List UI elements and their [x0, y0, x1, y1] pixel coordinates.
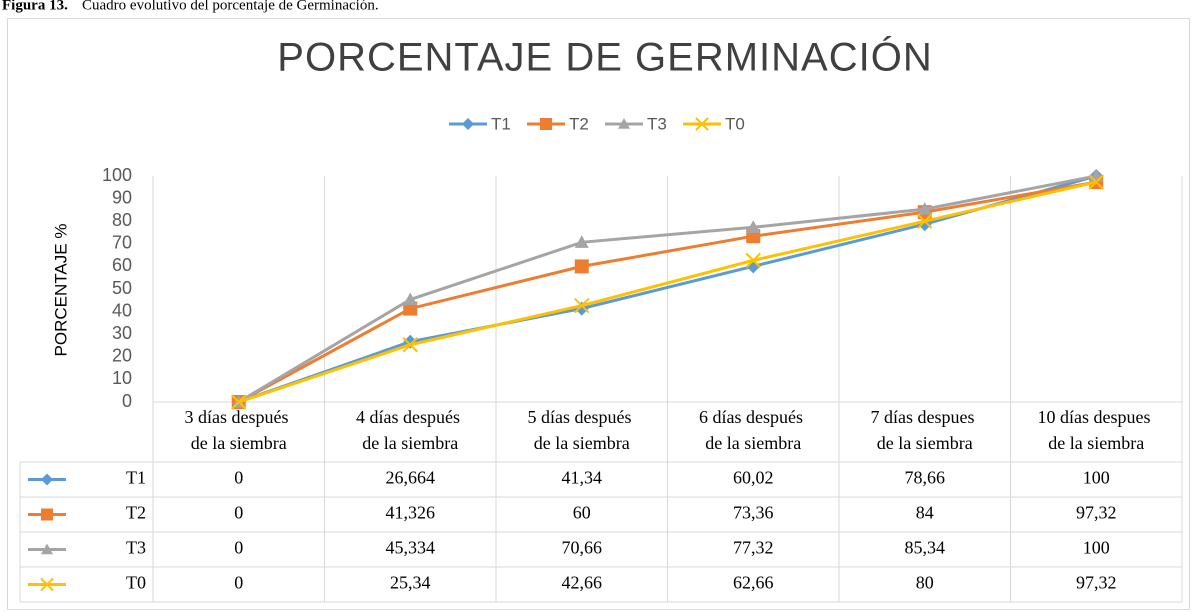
table-cell: 80 — [916, 573, 934, 593]
x-tick-label: 4 días después de la siembra — [356, 407, 464, 453]
y-tick-label: 70 — [112, 233, 132, 253]
table-cell: 73,36 — [733, 503, 774, 523]
marker — [746, 220, 761, 233]
y-tick-label: 10 — [112, 368, 132, 388]
table-cell: 60,02 — [733, 468, 774, 488]
y-tick-label: 0 — [122, 391, 132, 411]
marker — [41, 508, 53, 521]
marker — [1088, 174, 1104, 190]
table-cell: 0 — [234, 503, 243, 523]
marker — [574, 235, 589, 248]
x-tick-label: 10 días despues de la siembra — [1038, 407, 1155, 453]
table-cell: 45,334 — [386, 538, 436, 558]
y-tick-label: 30 — [112, 323, 132, 343]
marker — [618, 118, 630, 129]
y-tick-label: 50 — [112, 278, 132, 298]
series-line — [237, 174, 1097, 404]
marker — [40, 577, 54, 592]
series-line — [238, 180, 1097, 404]
table-cell: 100 — [1083, 468, 1110, 488]
x-tick-label: 7 días despues de la siembra — [871, 407, 979, 453]
table-cell: 0 — [234, 538, 243, 558]
table-row-label: T2 — [126, 503, 146, 523]
marker — [402, 337, 418, 353]
marker — [41, 473, 53, 486]
table-cell: 62,66 — [733, 573, 774, 593]
table-row-label: T0 — [126, 573, 146, 593]
marker — [574, 297, 590, 314]
x-tick-label: 3 días después de la siembra — [185, 407, 293, 453]
table-cell: 100 — [1083, 538, 1110, 558]
table-cell: 0 — [234, 573, 243, 593]
table-cell: 42,66 — [562, 573, 603, 593]
table-cell: 70,66 — [562, 538, 603, 558]
table-cell: 85,34 — [905, 538, 946, 558]
table-cell: 78,66 — [905, 468, 946, 488]
legend-label: T1 — [491, 114, 511, 133]
table-cell: 97,32 — [1076, 503, 1117, 523]
table-cell: 97,32 — [1076, 573, 1117, 593]
x-tick-label: 5 días después de la siembra — [528, 407, 636, 453]
table-cell: 41,34 — [562, 468, 603, 488]
legend-label: T2 — [569, 114, 589, 133]
caption-text: Cuadro evolutivo del porcentaje de Germi… — [82, 0, 379, 13]
marker — [695, 117, 709, 131]
marker — [540, 118, 552, 130]
chart-border — [7, 18, 1190, 610]
table-cell: 0 — [234, 468, 243, 488]
marker — [917, 213, 933, 229]
table-cell: 84 — [916, 503, 934, 523]
y-axis-label: PORCENTAJE % — [51, 224, 70, 357]
y-tick-label: 100 — [102, 165, 132, 185]
y-tick-label: 20 — [112, 346, 132, 366]
legend-label: T3 — [647, 114, 667, 133]
marker — [574, 259, 589, 274]
table-cell: 26,664 — [386, 468, 436, 488]
caption-label: Figura 13. — [2, 0, 68, 13]
y-tick-label: 80 — [112, 210, 132, 230]
marker — [41, 543, 53, 555]
marker — [403, 292, 418, 306]
y-tick-label: 90 — [112, 187, 132, 207]
table-cell: 77,32 — [733, 538, 774, 558]
chart-title: PORCENTAJE DE GERMINACIÓN — [277, 35, 932, 80]
y-tick-label: 60 — [112, 255, 132, 275]
marker — [231, 394, 247, 410]
table-row-label: T1 — [126, 468, 146, 488]
marker — [462, 118, 474, 130]
x-tick-label: 6 días después de la siembra — [699, 407, 807, 453]
y-tick-label: 40 — [112, 300, 132, 320]
table-cell: 41,326 — [386, 503, 436, 523]
legend-label: T0 — [725, 114, 745, 133]
table-cell: 25,34 — [390, 573, 431, 593]
table-row-label: T3 — [126, 538, 146, 558]
marker — [917, 202, 932, 215]
table-cell: 60 — [573, 503, 591, 523]
series-line — [238, 180, 1097, 404]
marker — [745, 252, 761, 269]
